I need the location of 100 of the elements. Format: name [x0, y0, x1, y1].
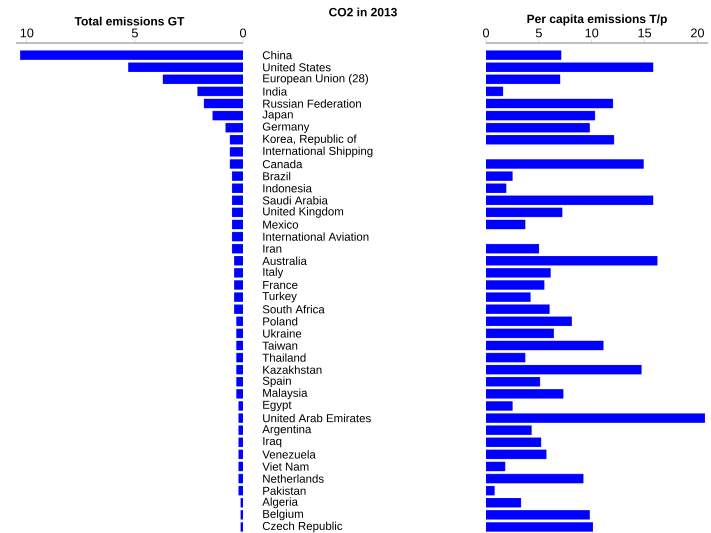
bar: [486, 196, 654, 205]
y-tick-label: Indonesia: [263, 184, 312, 192]
y-tick-label: Iran: [263, 244, 282, 253]
y-tick-label: South Africa: [262, 304, 325, 314]
bar: [238, 462, 243, 472]
bar: [236, 377, 243, 386]
y-tick-label: Kazakhstan: [263, 365, 322, 374]
bar: [236, 340, 243, 350]
y-tick-label: Thailand: [262, 353, 306, 362]
bar: [486, 159, 644, 169]
y-tick-label: Ukraine: [263, 329, 302, 338]
bar: [197, 86, 243, 96]
bar: [486, 377, 540, 386]
y-tick-label: International Aviation: [263, 232, 368, 241]
bar: [486, 171, 513, 181]
y-tick-label: Netherlands: [263, 474, 324, 483]
bar: [486, 268, 551, 278]
y-tick-label: Italy: [263, 268, 284, 278]
y-tick-label: Pakistan: [263, 486, 306, 495]
bar: [486, 510, 590, 520]
bar: [486, 498, 522, 508]
bar: [236, 328, 243, 338]
bar: [486, 280, 544, 290]
bar: [238, 413, 243, 423]
bar: [232, 208, 243, 218]
y-tick-label: India: [263, 87, 288, 96]
y-tick-label: Poland: [263, 317, 298, 326]
bar: [204, 98, 243, 108]
bar: [162, 74, 243, 84]
bar: [236, 316, 243, 326]
bar: [486, 462, 506, 472]
bar: [486, 110, 596, 120]
bar: [226, 123, 243, 132]
y-tick-label: Malaysia: [263, 388, 308, 400]
bar: [232, 220, 243, 230]
bar: [234, 304, 243, 314]
bar: [486, 486, 495, 496]
bar: [486, 86, 504, 96]
y-tick-label: Egypt: [263, 400, 292, 412]
y-tick-label: Iraq: [263, 437, 282, 448]
y-tick-label: France: [263, 280, 298, 289]
bar: [232, 183, 243, 193]
bar: [486, 256, 658, 266]
bar: [486, 352, 526, 362]
bar: [238, 401, 243, 411]
x-tick-label: 15: [638, 28, 652, 38]
bar: [486, 522, 593, 532]
x-axis-title: Total emissions GT: [74, 16, 184, 26]
x-tick-label: 5: [132, 28, 138, 38]
y-tick-label: Venezuela: [262, 450, 316, 459]
bar: [486, 292, 531, 302]
bar: [486, 413, 706, 423]
y-tick-label: Canada: [262, 160, 302, 168]
bar: [128, 62, 243, 72]
y-tick-label: Viet Nam: [262, 462, 308, 471]
y-tick-label: Japan: [262, 110, 293, 121]
y-tick-label: Spain: [262, 376, 291, 388]
bar: [234, 292, 243, 302]
bar: [486, 401, 513, 411]
bar: [236, 352, 243, 362]
bar: [238, 425, 243, 435]
bar: [212, 110, 243, 120]
y-tick-label: Brazil: [263, 172, 290, 180]
bar: [230, 159, 243, 169]
y-tick-label: United Kingdom: [263, 207, 344, 218]
bar: [232, 244, 243, 254]
bar: [486, 425, 532, 435]
bar: [236, 389, 243, 399]
bar: [486, 244, 540, 254]
bar: [230, 147, 243, 157]
y-tick-label: Argentina: [262, 424, 312, 436]
bar: [234, 256, 243, 266]
bar: [20, 50, 243, 60]
y-tick-label: Czech Republic: [262, 522, 342, 532]
y-tick-label: Germany: [262, 122, 310, 133]
bar: [486, 220, 526, 230]
y-tick-label: Russian Federation: [263, 99, 361, 108]
bar: [236, 364, 243, 374]
bar: [486, 450, 546, 460]
text: CO2 in 2013: [329, 8, 397, 16]
y-tick-label: Turkey: [262, 292, 297, 302]
bar: [232, 171, 243, 181]
y-tick-label: Australia: [262, 256, 307, 265]
x-tick-label: 5: [536, 28, 542, 38]
bar: [232, 232, 243, 242]
bar: [486, 62, 654, 72]
bar: [232, 196, 243, 205]
bar: [238, 474, 243, 484]
bar: [486, 340, 604, 350]
y-tick-label: Mexico: [263, 220, 298, 229]
bar: [486, 304, 550, 314]
bar: [486, 74, 560, 84]
bar: [486, 98, 614, 108]
bar: [486, 328, 554, 338]
x-tick-label: 20: [691, 28, 704, 38]
bar: [486, 474, 584, 484]
y-tick-label: Algeria: [262, 497, 298, 508]
x-tick-label: 0: [482, 28, 490, 38]
bar: [486, 183, 506, 193]
bar: [486, 316, 572, 326]
